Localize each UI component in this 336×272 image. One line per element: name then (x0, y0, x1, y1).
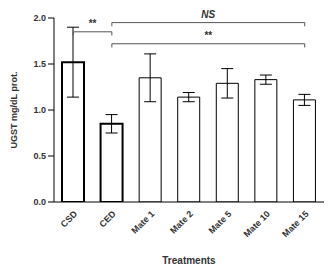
svg-text:Mate 5: Mate 5 (207, 209, 234, 236)
svg-text:0.0: 0.0 (33, 197, 46, 207)
svg-text:1.5: 1.5 (33, 59, 46, 69)
svg-text:UGST mg/dL prot.: UGST mg/dL prot. (9, 72, 19, 149)
svg-text:**: ** (204, 30, 212, 41)
svg-text:Mate 1: Mate 1 (129, 209, 156, 236)
svg-text:0.5: 0.5 (33, 151, 46, 161)
svg-text:CSD: CSD (59, 209, 80, 230)
svg-text:Mate 15: Mate 15 (280, 209, 310, 239)
svg-text:CED: CED (97, 209, 118, 230)
svg-text:NS: NS (201, 9, 215, 20)
svg-text:2.0: 2.0 (33, 13, 46, 23)
svg-text:Mate 10: Mate 10 (242, 209, 272, 239)
svg-text:Mate 2: Mate 2 (168, 209, 195, 236)
svg-text:Treatments: Treatments (162, 255, 216, 266)
svg-text:1.0: 1.0 (33, 105, 46, 115)
svg-text:**: ** (89, 18, 97, 29)
